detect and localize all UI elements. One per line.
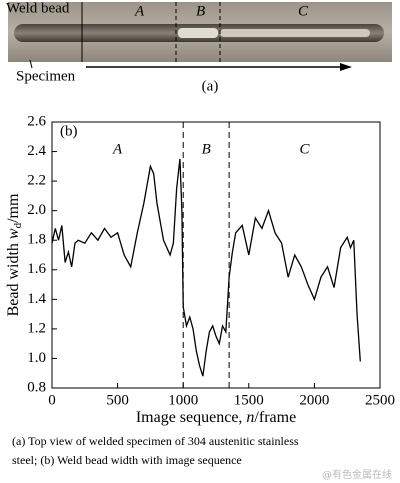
region-label: B — [202, 141, 211, 157]
data-line — [51, 158, 361, 377]
x-tick-label: 2000 — [299, 392, 329, 408]
label-part: /frame — [254, 409, 296, 426]
label-part: w — [5, 228, 22, 239]
bead-highlight — [178, 28, 218, 38]
y-tick-label: 2.2 — [27, 173, 46, 189]
label: B — [196, 3, 205, 19]
region-label: A — [112, 141, 123, 157]
caption: steel; (b) Weld bead width with image se… — [12, 453, 242, 467]
label: C — [298, 3, 309, 19]
label: A — [134, 3, 145, 19]
x-tick-label: 2500 — [365, 392, 395, 408]
label-part: d — [12, 222, 24, 228]
y-tick-label: 1.0 — [27, 350, 46, 366]
x-tick-label: 1000 — [168, 392, 198, 408]
x-axis-label: Image sequence, n/frame — [136, 409, 296, 426]
arrow-head — [340, 63, 352, 71]
label-part: n — [246, 409, 254, 426]
panel-label: (b) — [60, 123, 78, 139]
y-tick-label: 2.6 — [27, 113, 46, 129]
photo: Weld bead A B C Specimen (a) — [6, 0, 392, 94]
panel-label: (a) — [202, 78, 219, 94]
caption: (a) Top view of welded specimen of 304 a… — [12, 434, 299, 448]
label-part: Bead width — [5, 239, 22, 316]
label-part: /mm — [5, 193, 22, 223]
x-tick-label: 1500 — [234, 392, 264, 408]
bead-highlight — [220, 29, 370, 37]
y-tick-label: 1.4 — [27, 291, 46, 307]
label: Specimen — [16, 68, 76, 84]
region-label: C — [300, 141, 311, 157]
plot-frame — [51, 121, 381, 389]
y-tick-label: 0.8 — [27, 379, 46, 395]
leader — [29, 59, 33, 69]
y-tick-label: 1.2 — [27, 320, 46, 336]
x-tick-label: 500 — [106, 392, 129, 408]
x-tick-label: 0 — [48, 392, 56, 408]
y-axis-label: Bead width wd/mm — [5, 193, 24, 316]
watermark: @有色金属在线 — [322, 468, 392, 481]
y-tick-label: 1.8 — [27, 232, 46, 248]
label-part: Image sequence, — [136, 409, 247, 426]
y-tick-label: 2.0 — [27, 202, 46, 218]
y-tick-label: 2.4 — [27, 143, 46, 159]
y-tick-label: 1.6 — [27, 261, 46, 277]
label: Weld bead — [6, 0, 70, 16]
